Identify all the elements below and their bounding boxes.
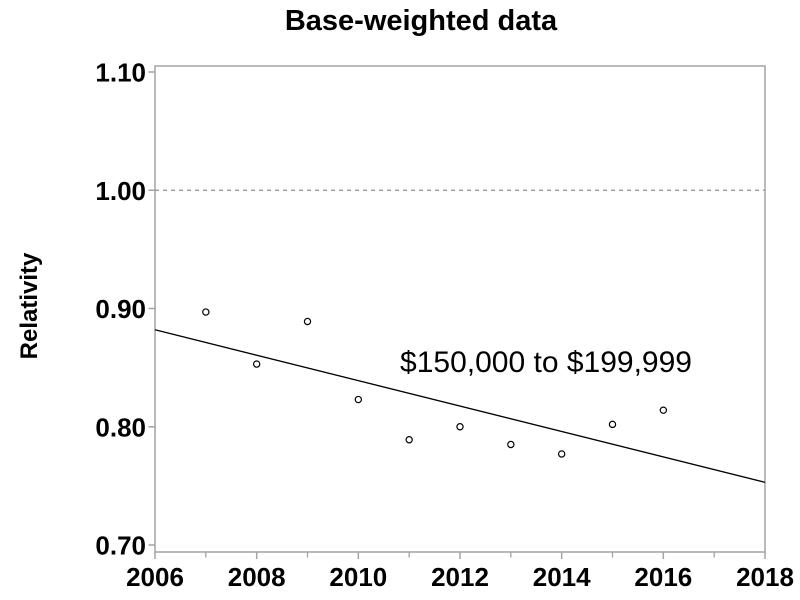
- data-point: [303, 317, 312, 326]
- data-point: [456, 423, 464, 431]
- chart-title: Base-weighted data: [284, 5, 558, 37]
- x-tick-label: 2012: [431, 562, 489, 592]
- annotation-label: $150,000 to $199,999: [400, 345, 692, 379]
- x-tick-label: 2018: [736, 562, 794, 592]
- data-point: [202, 308, 210, 316]
- x-tick-label: 2014: [533, 562, 591, 592]
- trend-line: [154, 329, 766, 483]
- x-tick-label: 2010: [329, 562, 387, 592]
- data-point: [354, 395, 363, 404]
- x-tick-label: 2008: [228, 562, 286, 592]
- x-tick-label: 2016: [634, 562, 692, 592]
- x-tick-label: 2006: [126, 562, 184, 592]
- data-point: [557, 450, 566, 458]
- data-point: [608, 420, 617, 429]
- data-point: [405, 436, 413, 444]
- y-tick-label: 1.00: [95, 176, 146, 206]
- y-tick-label: 1.10: [95, 58, 146, 88]
- data-point: [252, 360, 261, 368]
- y-tick-label: 0.90: [95, 294, 146, 324]
- y-tick-label: 0.80: [95, 412, 146, 442]
- data-point: [507, 440, 515, 449]
- data-point: [659, 406, 668, 414]
- plot-border: [154, 65, 766, 553]
- y-tick-label: 0.70: [95, 531, 146, 561]
